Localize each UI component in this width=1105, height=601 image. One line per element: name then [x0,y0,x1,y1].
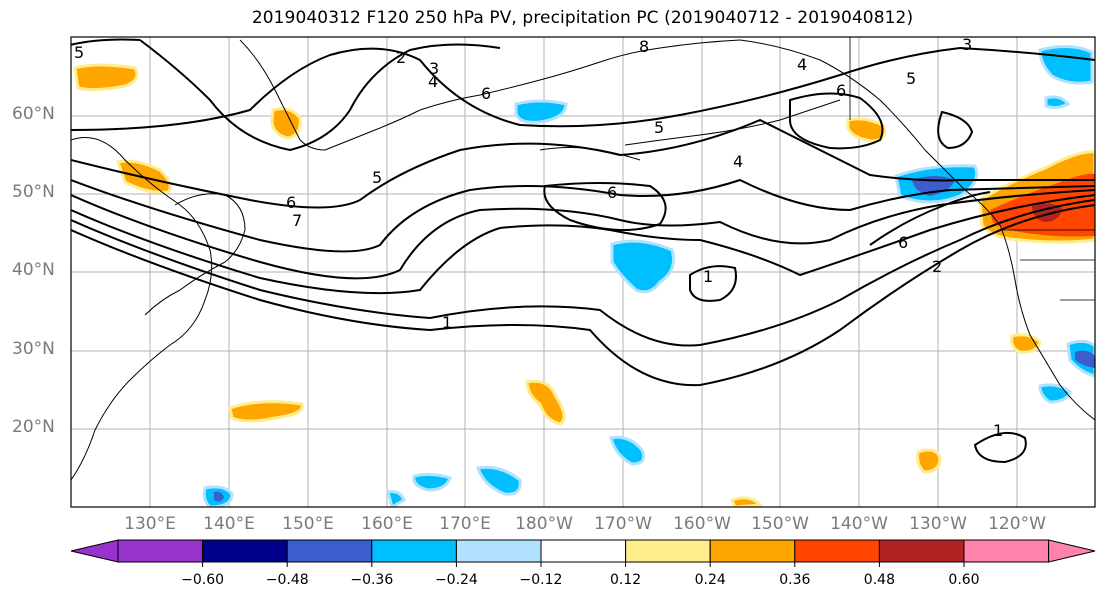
colorbar-segment [371,539,457,563]
contour-label: 6 [607,183,617,202]
contour-label: 4 [797,55,807,74]
lon-label: 150°E [282,514,334,534]
precip-positive-blob [1010,333,1042,354]
contour-label: 6 [481,84,491,103]
contour-label: 5 [74,43,84,62]
contour-label: 2 [932,257,942,276]
lon-label: 170°W [594,514,652,534]
precip-deep-core [214,491,224,502]
colorbar-segment [540,539,627,563]
lat-label: 40°N [12,260,55,280]
colorbar-segment [455,539,542,563]
colorbar-segment [878,539,965,563]
precip-negative-blob [514,99,568,124]
precip-negative-blob [412,472,452,492]
contour-label: 1 [442,313,452,332]
colorbar-tick-label: 0.60 [948,572,980,588]
contour-label: 6 [836,81,846,100]
lon-label: 130°E [124,514,176,534]
contour-label: 1 [993,421,1003,440]
contour-label: 5 [372,168,382,187]
colorbar-segment [117,539,204,563]
contour-label: 5 [906,69,916,88]
lon-label: 130°W [909,514,967,534]
contour-label: 4 [428,72,438,91]
contour-label: 1 [703,267,713,286]
lon-label: 150°W [751,514,809,534]
contour-label: 5 [654,118,664,137]
colorbar-tick-label: −0.36 [350,572,394,588]
contour-label: 2 [396,48,406,67]
colorbar-segment [963,539,1050,563]
colorbar-tick-label: −0.48 [265,572,309,588]
colorbar-tick-label: −0.12 [519,572,563,588]
precip-positive-blob [73,63,139,92]
lon-label: 160°W [673,514,731,534]
lat-label: 30°N [12,339,55,359]
precip-negative-blob [1038,383,1072,404]
colorbar-tick-label: −0.24 [434,572,478,588]
colorbar-segment [625,539,711,563]
colorbar-segment [709,539,796,563]
colorbar-tick-label: 0.12 [610,572,642,588]
contour-labels: 2 3 4 8 4 5 3 6 6 5 5 6 7 6 4 6 2 1 1 1 … [74,35,1003,440]
colorbar-segment [202,539,288,563]
precip-deep-core [1075,350,1095,368]
colorbar [70,539,1096,567]
map-frame-border [70,36,1096,508]
colorbar-segment [794,539,880,563]
contour-label: 3 [962,35,972,54]
lon-label: 140°E [203,514,255,534]
lon-label: 140°W [830,514,888,534]
contour-label: 3 [429,59,439,78]
precip-negative-blob [386,490,406,507]
lat-label: 50°N [12,182,55,202]
precip-negative-blob [1044,95,1071,110]
colorbar-segment [286,539,373,563]
precip-positive-blob [228,400,304,423]
contour-label: 8 [639,37,649,56]
colorbar-tick-label: −0.60 [181,572,225,588]
colorbar-tick-label: 0.36 [779,572,811,588]
colorbar-low-extension [70,539,119,563]
precip-positive-blob [729,496,764,507]
lon-label: 120°W [988,514,1046,534]
lon-label: 170°E [439,514,491,534]
contour-label: 4 [733,152,743,171]
precip-positive-blob [916,448,942,474]
precip-negative-blob [476,465,522,496]
contour-label: 7 [292,211,302,230]
lat-label: 60°N [12,104,55,124]
contour-label: 6 [898,233,908,252]
map-title: 2019040312 F120 250 hPa PV, precipitatio… [251,8,914,28]
lat-label: 20°N [12,417,55,437]
lon-label: 180°W [515,514,573,534]
contour-label: 6 [286,193,296,212]
precip-negative-blob [609,435,646,466]
colorbar-tick-label: 0.48 [863,572,895,588]
precip-negative-blob [610,239,675,294]
gridlines [71,37,1095,507]
colorbar-high-extension [1048,539,1096,563]
lon-label: 160°E [361,514,413,534]
pv-contours [71,38,1095,464]
political-borders [849,37,1095,301]
precip-positive-blob [270,107,302,140]
precip-positive-blob [525,379,566,426]
colorbar-tick-label: 0.24 [694,572,726,588]
